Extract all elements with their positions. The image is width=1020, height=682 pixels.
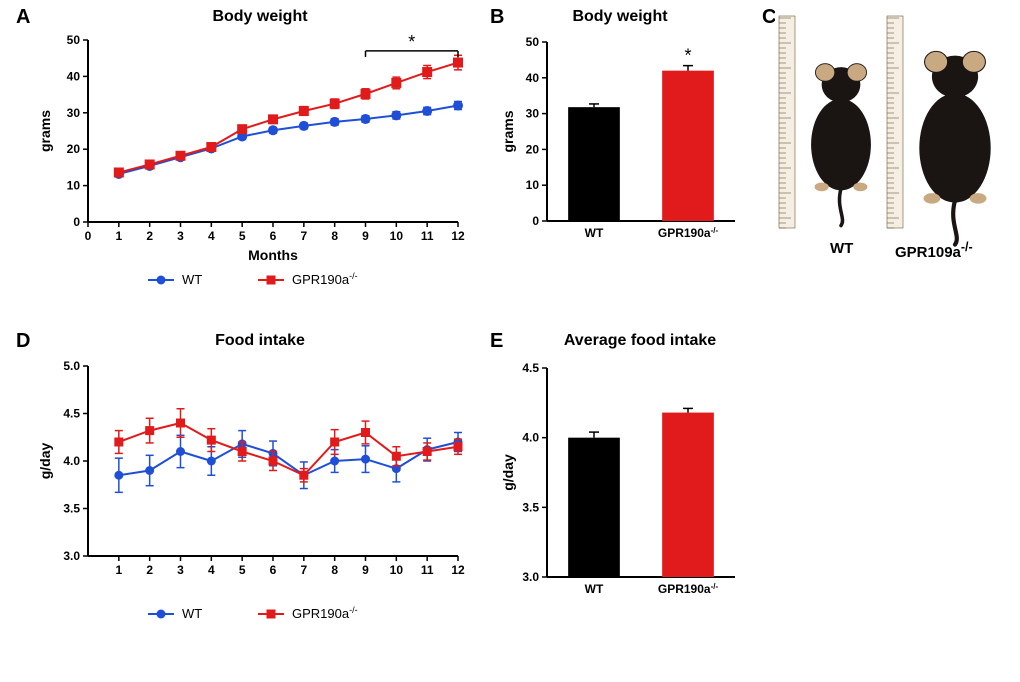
svg-text:5: 5	[239, 563, 246, 577]
panel-b-letter: B	[490, 6, 504, 29]
svg-text:0: 0	[73, 215, 80, 229]
svg-text:9: 9	[362, 229, 369, 243]
svg-text:3.0: 3.0	[522, 570, 539, 584]
svg-text:7: 7	[300, 229, 307, 243]
svg-text:grams: grams	[37, 110, 53, 152]
svg-text:0: 0	[85, 229, 92, 243]
svg-text:2: 2	[146, 563, 153, 577]
svg-text:GPR190a-/-: GPR190a-/-	[292, 271, 358, 287]
svg-text:40: 40	[67, 69, 81, 83]
svg-text:2: 2	[146, 229, 153, 243]
svg-text:10: 10	[67, 179, 81, 193]
svg-text:10: 10	[390, 563, 404, 577]
svg-text:4.0: 4.0	[63, 454, 80, 468]
svg-text:GPR190a-/-: GPR190a-/-	[658, 582, 719, 597]
svg-text:20: 20	[67, 142, 81, 156]
svg-text:10: 10	[526, 178, 540, 192]
svg-text:g/day: g/day	[37, 443, 53, 480]
panel-b-title: Body weight	[520, 8, 720, 26]
panel-c-right-label-text: GPR109a	[895, 244, 961, 261]
panel-c-right-label-sup: -/-	[961, 240, 973, 254]
svg-text:0: 0	[532, 214, 539, 228]
svg-text:6: 6	[270, 563, 277, 577]
svg-text:5.0: 5.0	[63, 359, 80, 373]
svg-text:7: 7	[300, 563, 307, 577]
svg-text:40: 40	[526, 71, 540, 85]
panel-e-letter: E	[490, 330, 503, 353]
panel-e-chart: 3.0 3.5 4.0 4.5 g/day WT GPR190a-/-	[495, 356, 745, 611]
svg-text:30: 30	[526, 107, 540, 121]
svg-text:WT: WT	[585, 226, 604, 240]
svg-text:3: 3	[177, 229, 184, 243]
svg-text:12: 12	[451, 563, 465, 577]
svg-text:WT: WT	[585, 582, 604, 596]
svg-text:GPR190a-/-: GPR190a-/-	[292, 605, 358, 621]
svg-text:9: 9	[362, 563, 369, 577]
panel-b-chart: 0 10 20 30 40 50 grams WT GPR190a-/- *	[495, 30, 745, 255]
figure-root: A Body weight 01234567891011120102030405…	[0, 0, 1020, 682]
svg-text:8: 8	[331, 229, 338, 243]
svg-text:grams: grams	[500, 110, 516, 152]
svg-text:4.5: 4.5	[522, 361, 539, 375]
svg-text:*: *	[408, 32, 415, 52]
svg-text:GPR190a-/-: GPR190a-/-	[658, 226, 719, 241]
svg-text:3.0: 3.0	[63, 549, 80, 563]
svg-text:8: 8	[331, 563, 338, 577]
svg-text:3.5: 3.5	[522, 500, 539, 514]
svg-text:WT: WT	[182, 606, 202, 621]
svg-text:11: 11	[421, 229, 434, 243]
svg-text:3.5: 3.5	[63, 502, 80, 516]
panel-d-title: Food intake	[130, 332, 390, 350]
panel-a-chart: 012345678910111201020304050Monthsgrams*W…	[30, 30, 470, 300]
panel-e-title: Average food intake	[520, 332, 760, 350]
svg-text:4: 4	[208, 563, 215, 577]
svg-text:g/day: g/day	[500, 454, 516, 491]
panel-d-letter: D	[16, 330, 30, 353]
svg-text:1: 1	[115, 229, 122, 243]
svg-text:12: 12	[451, 229, 465, 243]
svg-text:10: 10	[390, 229, 404, 243]
svg-text:50: 50	[67, 33, 81, 47]
svg-text:*: *	[684, 46, 691, 66]
svg-text:4: 4	[208, 229, 215, 243]
panel-c-right-label: GPR109a-/-	[895, 240, 973, 261]
panel-c-left-label: WT	[830, 240, 853, 257]
svg-text:11: 11	[421, 563, 434, 577]
svg-text:1: 1	[115, 563, 122, 577]
panel-c-photo	[775, 12, 1010, 237]
svg-text:4.0: 4.0	[522, 431, 539, 445]
panel-d-chart: 1234567891011123.03.54.04.55.0g/dayWTGPR…	[30, 356, 470, 656]
svg-text:WT: WT	[182, 272, 202, 287]
svg-text:Months: Months	[248, 247, 298, 263]
panel-a-title: Body weight	[130, 8, 390, 26]
svg-text:5: 5	[239, 229, 246, 243]
svg-text:4.5: 4.5	[63, 407, 80, 421]
svg-text:50: 50	[526, 35, 540, 49]
svg-text:30: 30	[67, 106, 81, 120]
svg-text:20: 20	[526, 142, 540, 156]
svg-text:3: 3	[177, 563, 184, 577]
panel-a-letter: A	[16, 6, 30, 29]
svg-text:6: 6	[270, 229, 277, 243]
